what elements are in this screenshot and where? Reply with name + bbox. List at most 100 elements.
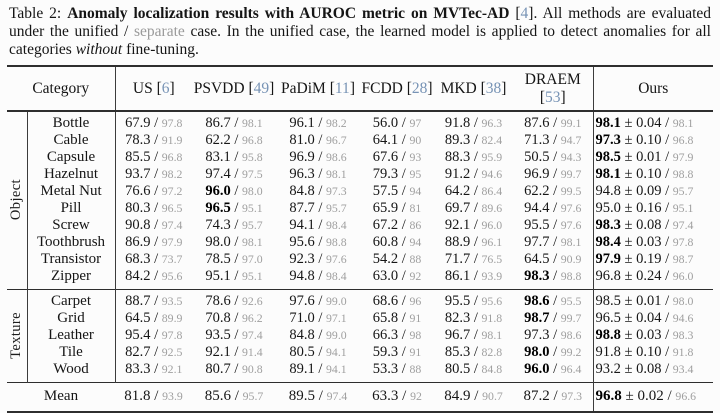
category-cell: Screw (27, 217, 116, 234)
caption-without-word: without (75, 41, 123, 58)
score-cell: 53.3 / 88 (360, 361, 434, 383)
slash-separator: / (398, 268, 410, 284)
slash-separator: / (661, 200, 673, 216)
category-cell: Transistor (27, 251, 116, 268)
score-cell: 63.3 / 92 (360, 382, 435, 412)
score-cell: 84.8 / 97.3 (276, 183, 360, 200)
ours-cell: 96.8 ± 0.24 / 96.0 (592, 268, 714, 290)
separate-score: 98.6 (326, 150, 347, 164)
citation-link[interactable]: 53 (545, 89, 561, 106)
score-cell: 68.3 / 73.7 (115, 251, 192, 268)
slash-separator: / (314, 234, 327, 250)
separate-score: 97.9 (161, 235, 183, 249)
score-cell: 84.2 / 95.6 (115, 268, 192, 290)
ours-score: 91.8 (595, 344, 621, 360)
unified-score: 67.2 (372, 217, 399, 233)
slash-separator: / (470, 268, 482, 284)
ours-column-header: Ours (592, 66, 714, 112)
slash-separator: / (470, 217, 482, 233)
separate-score: 86.4 (481, 184, 503, 198)
score-cell: 98.6 / 95.5 (513, 289, 594, 310)
unified-score: 78.5 (205, 251, 231, 267)
slash-separator: / (150, 217, 162, 233)
ours-score: 95.0 (595, 200, 621, 216)
unified-score: 57.5 (372, 183, 399, 199)
separate-score: 95.5 (560, 294, 582, 308)
caption-separate-word: separate (134, 23, 185, 40)
separate-score: 98.1 (481, 328, 503, 342)
table-row: Transistor 68.3 / 73.7 78.5 / 97.0 92.3 / 9… (7, 251, 714, 268)
unified-score: 91.2 (444, 166, 471, 182)
citation-link[interactable]: 28 (411, 80, 428, 97)
score-cell: 78.3 / 91.9 (115, 132, 192, 149)
slash-separator: / (549, 327, 561, 343)
score-cell: 95.5 / 95.6 (434, 289, 514, 310)
separate-score: 94.1 (326, 362, 347, 376)
slash-separator: / (230, 115, 243, 131)
method-name: MKD [ (440, 80, 486, 97)
table-row: Pill 80.3 / 96.5 96.5 / 95.1 87.7 / 95.7 65.… (7, 200, 714, 217)
category-cell: Capsule (27, 149, 116, 166)
ours-std: ± 0.10 (620, 166, 662, 182)
slash-separator: / (150, 327, 162, 343)
score-cell: 85.3 / 82.8 (434, 344, 513, 361)
citation-link[interactable]: 49 (253, 80, 270, 97)
score-cell: 94.4 / 97.6 (513, 200, 593, 217)
slash-separator: / (398, 115, 410, 131)
separate-score: 98.4 (326, 218, 347, 232)
separate-score: 90.9 (560, 252, 582, 266)
slash-separator: / (230, 200, 243, 216)
slash-separator: / (398, 310, 410, 326)
unified-score: 83.1 (205, 149, 231, 165)
citation-link[interactable]: 11 (334, 80, 350, 97)
separate-score: 89.9 (161, 311, 183, 325)
section-label-text: Object (8, 178, 25, 221)
unified-score: 95.5 (444, 293, 471, 309)
citation-link[interactable]: 6 (161, 80, 170, 97)
table-row: Zipper 84.2 / 95.6 95.1 / 95.1 94.8 / 98.4 6… (7, 268, 714, 290)
caption-suffix: fine-tuning. (122, 41, 199, 58)
slash-separator: / (661, 132, 673, 148)
separate-score: 98.1 (242, 116, 263, 130)
method-name: US [ (132, 80, 162, 97)
slash-separator: / (314, 388, 327, 404)
score-cell: 97.3 / 98.6 (513, 327, 593, 344)
citation-link[interactable]: 38 (485, 80, 502, 97)
unified-score: 94.8 (289, 268, 315, 284)
slash-separator: / (470, 251, 482, 267)
score-cell: 96.9 / 98.6 (276, 149, 360, 166)
separate-score: 98.1 (672, 116, 694, 130)
header-row: Category US [6] PSVDD [49] PaDiM [11] FCDD … (7, 66, 714, 112)
slash-separator: / (661, 234, 673, 250)
slash-separator: / (230, 361, 243, 377)
ours-cell: 97.3 ± 0.10 / 96.8 (592, 132, 714, 149)
score-cell: 87.7 / 95.7 (276, 200, 360, 217)
citation-link[interactable]: 4 (520, 5, 529, 22)
separate-score: 96.8 (242, 133, 263, 147)
method-name: PaDiM [ (281, 80, 335, 97)
slash-separator: / (398, 217, 410, 233)
separate-score: 91.8 (481, 311, 503, 325)
score-cell: 96.1 / 98.2 (276, 111, 360, 132)
separate-score: 91 (409, 345, 422, 359)
separate-score: 99.7 (560, 167, 582, 181)
ours-std: ± 0.02 (621, 388, 664, 404)
unified-score: 95.5 (524, 217, 550, 233)
bracket-close: ] (501, 80, 507, 97)
category-cell: Hazelnut (27, 166, 116, 183)
separate-score: 91.9 (161, 133, 183, 147)
unified-score: 82.7 (125, 344, 151, 360)
score-cell: 71.0 / 97.1 (276, 310, 360, 327)
slash-separator: / (549, 200, 561, 216)
score-cell: 69.7 / 89.6 (434, 200, 513, 217)
separate-score: 97.5 (242, 167, 263, 181)
table-row: Metal Nut 76.6 / 97.2 96.0 / 98.0 84.8 / 97… (7, 183, 714, 200)
slash-separator: / (470, 293, 482, 309)
slash-separator: / (230, 149, 243, 165)
unified-score: 56.0 (372, 115, 399, 131)
score-cell: 76.6 / 97.2 (115, 183, 192, 200)
separate-score: 89.6 (481, 201, 503, 215)
score-cell: 70.8 / 96.2 (192, 310, 276, 327)
slash-separator: / (661, 344, 673, 360)
slash-separator: / (230, 166, 243, 182)
